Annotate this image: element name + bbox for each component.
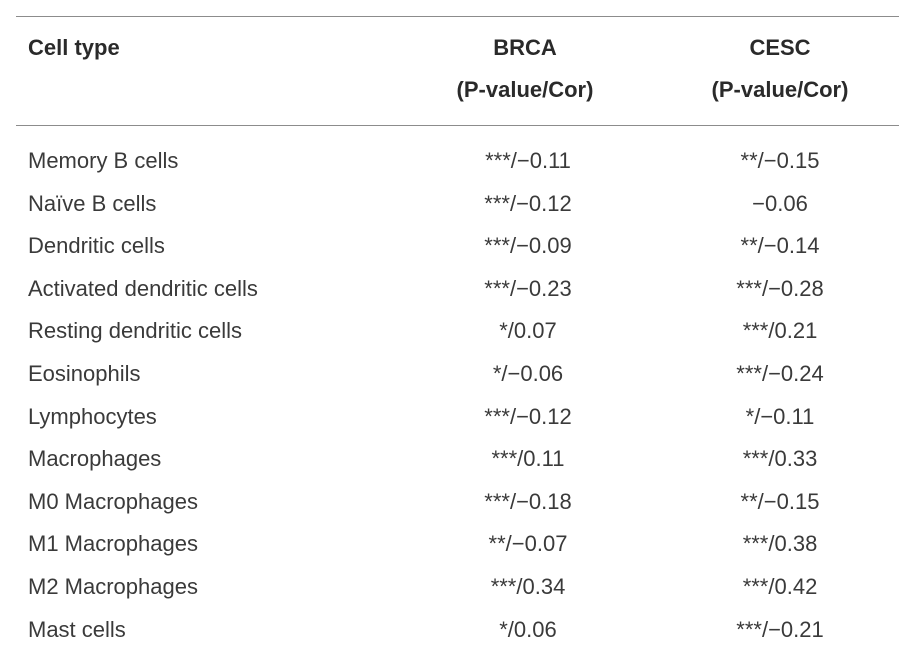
header-brca-subtitle: (P-value/Cor) [456,77,594,102]
cell-type-name: Memory B cells [28,148,179,173]
cell-type-name: M0 Macrophages [28,488,198,514]
header-cesc-subtitle: (P-value/Cor) [711,77,849,102]
header-brca: BRCA (P-value/Cor) [415,27,635,111]
header-brca-title: BRCA [493,35,557,60]
table-row: Dendritic cells ***/−0.09 **/−0.14 [0,225,899,268]
header-cesc: CESC (P-value/Cor) [670,27,890,111]
brca-value: */0.06 [499,616,557,642]
table-row: Mast cells */0.06 ***/−0.21 [0,609,899,652]
cell-type-name: Activated dendritic cells [28,275,258,301]
brca-value: */0.07 [499,318,557,344]
cell-type-name: Macrophages [28,446,162,472]
cesc-value: ***/0.21 [742,318,818,344]
cesc-value: */−0.11 [745,403,815,429]
table-row: Macrophages ***/0.11 ***/0.33 [0,438,899,481]
cell-type-name: Eosinophils [28,360,141,386]
table-row: M2 Macrophages ***/0.34 ***/0.42 [0,566,899,609]
table-top-rule [16,16,899,17]
cesc-value: ***/−0.21 [736,616,824,642]
table-row: Activated dendritic cells ***/−0.23 ***/… [0,268,899,311]
cell-type-name: Resting dendritic cells [28,318,242,344]
table-row: M1 Macrophages **/−0.07 ***/0.38 [0,523,899,566]
cell-type-name: M1 Macrophages [28,531,198,557]
cesc-value: ***/0.38 [742,531,818,557]
brca-value: **/−0.07 [488,531,568,557]
cesc-value: **/−0.15 [740,148,820,173]
table-row: Lymphocytes ***/−0.12 */−0.11 [0,396,899,439]
table-row: Memory B cells ***/−0.11 **/−0.15 [0,140,899,183]
cell-type-name: Mast cells [28,616,126,642]
table-row: Naïve B cells ***/−0.12 −0.06 [0,183,899,226]
brca-value: ***/−0.12 [484,190,572,216]
table-row: Resting dendritic cells */0.07 ***/0.21 [0,310,899,353]
brca-value: ***/−0.23 [484,275,572,301]
table-row: Eosinophils */−0.06 ***/−0.24 [0,353,899,396]
cesc-value: ***/0.33 [742,446,818,472]
brca-value: ***/0.34 [490,573,566,599]
brca-value: ***/−0.18 [484,488,572,514]
cesc-value: ***/−0.28 [736,275,824,301]
cell-type-name: Lymphocytes [28,403,157,429]
brca-value: ***/−0.11 [485,148,571,173]
table-body: Memory B cells ***/−0.11 **/−0.15 Naïve … [0,140,899,651]
brca-value: ***/0.11 [491,446,565,472]
cesc-value: ***/−0.24 [736,360,824,386]
cesc-value: **/−0.14 [740,233,820,259]
table-row: M0 Macrophages ***/−0.18 **/−0.15 [0,481,899,524]
brca-value: */−0.06 [492,360,564,386]
cell-type-name: Dendritic cells [28,233,165,259]
cell-type-name: M2 Macrophages [28,573,198,599]
brca-value: ***/−0.12 [484,403,572,429]
header-cell-type: Cell type [28,35,120,60]
cesc-value: −0.06 [752,190,808,216]
cesc-value: **/−0.15 [740,488,820,514]
brca-value: ***/−0.09 [484,233,572,259]
cell-type-name: Naïve B cells [28,190,157,216]
header-bottom-rule [16,125,899,126]
cesc-value: ***/0.42 [742,573,818,599]
header-cesc-title: CESC [749,35,811,60]
